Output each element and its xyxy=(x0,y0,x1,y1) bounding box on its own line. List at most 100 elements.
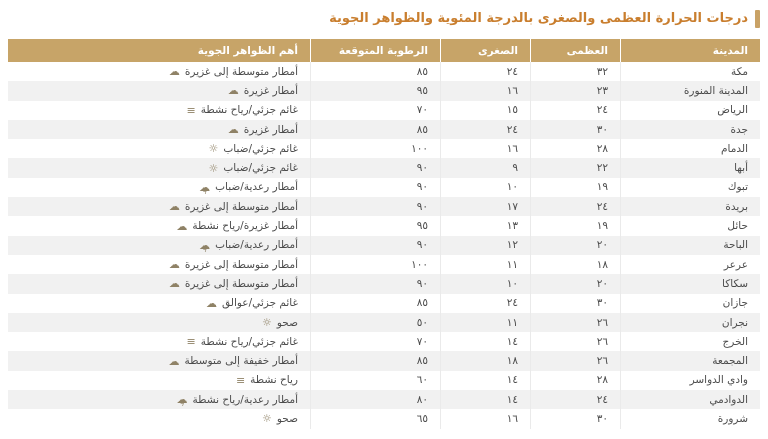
city-cell: المدينة المنورة xyxy=(620,81,760,101)
phenomena-cell-text: غائم جزئي/ضباب xyxy=(223,162,298,175)
max-temp-cell-text: ٢٢ xyxy=(596,162,608,175)
phenomena-cell: أمطار متوسطة إلى غزيرة ☁ xyxy=(8,197,310,216)
city-cell: جدة xyxy=(620,119,760,140)
humidity-cell: ٨٥ xyxy=(310,62,440,82)
table-body: مكة ٣٢ ٢٤ ٨٥ أمطار متوسطة إلى غزيرة ☁ المدينة … xyxy=(8,62,760,429)
phenomena-cell-text: أمطار رعدية/ضباب xyxy=(215,181,298,194)
table-header-row: المدينة العظمى الصغرى الرطوبة المتوقعة أ… xyxy=(8,39,760,62)
max-temp-cell-text: ٢٠ xyxy=(596,277,608,290)
max-temp-cell-text: ٢٦ xyxy=(596,316,608,329)
page-title: درجات الحرارة العظمى والصغرى بالدرجة الم… xyxy=(329,11,748,27)
humidity-cell-text: ٨٥ xyxy=(416,65,428,78)
phenomena-cell: أمطار غزيرة ☁ xyxy=(8,81,310,100)
min-temp-cell-text: ٩ xyxy=(512,162,518,175)
header-city: المدينة xyxy=(620,39,760,62)
humidity-cell: ٨٥ xyxy=(310,293,440,313)
humidity-cell: ٦٠ xyxy=(310,370,440,391)
table-row: نجران ٢٦ ١١ ٥٠ صحو ☼ xyxy=(8,312,760,333)
min-temp-cell-text: ١٦ xyxy=(506,412,518,425)
phenomena-cell-text: غائم جزئي/عوالق xyxy=(222,297,298,310)
min-temp-cell: ١٦ xyxy=(440,409,530,429)
min-temp-cell: ١٥ xyxy=(440,100,530,120)
city-cell: شرورة xyxy=(620,409,760,429)
phenomena-cell-text: أمطار متوسطة إلى غزيرة xyxy=(184,277,298,290)
sun-icon: ☼ xyxy=(208,161,219,175)
max-temp-cell-text: ١٩ xyxy=(596,181,608,194)
phenomena-cell-text: غائم جزئي/رياح نشطة xyxy=(200,335,298,348)
rain-cloud-icon: ☁ xyxy=(168,277,180,291)
max-temp-cell-text: ٣٢ xyxy=(596,65,608,78)
table-row: الباحة ٢٠ ١٢ ٩٠ أمطار رعدية/ضباب ☁ ϟ xyxy=(8,235,760,255)
city-cell: عرعر xyxy=(620,254,760,275)
humidity-cell-text: ٩٠ xyxy=(416,239,428,252)
wind-icon: ≡ xyxy=(186,335,196,349)
phenomena-cell: غائم جزئي/عوالق ☁ xyxy=(8,294,310,313)
max-temp-cell: ١٨ xyxy=(530,254,620,275)
city-cell: سكاكا xyxy=(620,274,760,294)
city-cell: الدوادمي xyxy=(620,390,760,410)
humidity-cell-text: ٩٠ xyxy=(416,162,428,175)
max-temp-cell: ٣٢ xyxy=(530,62,620,82)
humidity-cell-text: ٩٠ xyxy=(416,277,428,290)
humidity-cell-text: ٧٠ xyxy=(416,335,428,348)
phenomena-cell-text: أمطار غزيرة xyxy=(243,84,298,97)
phenomena-cell: غائم جزئي/ضباب ☼ xyxy=(8,139,310,158)
city-cell: تبوك xyxy=(620,177,760,198)
phenomena-cell: غائم جزئي/ضباب ☼ xyxy=(8,158,310,177)
max-temp-cell: ٢٠ xyxy=(530,235,620,255)
humidity-cell: ٨٥ xyxy=(310,119,440,140)
humidity-cell-text: ٦٠ xyxy=(416,374,428,387)
max-temp-cell: ٢٤ xyxy=(530,100,620,120)
humidity-cell-text: ٧٠ xyxy=(416,104,428,117)
max-temp-cell: ٣٠ xyxy=(530,293,620,313)
max-temp-cell: ٢٣ xyxy=(530,81,620,101)
dust-cloud-icon: ☁ xyxy=(206,296,217,310)
table-row: الخرج ٢٦ ١٤ ٧٠ غائم جزئي/رياح نشطة ≡ xyxy=(8,332,760,352)
header-phenomena: أهم الظواهر الجوية xyxy=(197,44,298,57)
max-temp-cell: ٣٠ xyxy=(530,409,620,429)
phenomena-cell-text: أمطار غزيرة xyxy=(243,123,298,136)
max-temp-cell: ١٩ xyxy=(530,177,620,198)
min-temp-cell-text: ٢٤ xyxy=(506,65,518,78)
max-temp-cell: ٢٤ xyxy=(530,197,620,217)
humidity-cell-text: ٥٠ xyxy=(416,316,428,329)
city-cell-text: تبوك xyxy=(727,181,748,194)
humidity-cell: ٥٠ xyxy=(310,312,440,333)
max-temp-cell-text: ٢٤ xyxy=(596,104,608,117)
city-cell: الخرج xyxy=(620,332,760,352)
phenomena-cell-text: غائم جزئي/ضباب xyxy=(223,142,298,155)
max-temp-cell: ٢٦ xyxy=(530,351,620,371)
humidity-cell: ٩٥ xyxy=(310,216,440,236)
max-temp-cell-text: ٢٤ xyxy=(596,200,608,213)
humidity-cell-text: ٨٥ xyxy=(416,123,428,136)
table-row: سكاكا ٢٠ ١٠ ٩٠ أمطار متوسطة إلى غزيرة ☁ xyxy=(8,274,760,294)
city-cell-text: الرياض xyxy=(717,104,748,117)
table-row: جدة ٣٠ ٢٤ ٨٥ أمطار غزيرة ☁ xyxy=(8,119,760,140)
thunder-cloud-icon: ☁ ϟ xyxy=(199,180,211,196)
city-cell-text: مكة xyxy=(730,65,748,78)
min-temp-cell-text: ١٥ xyxy=(506,104,518,117)
humidity-cell: ٩٠ xyxy=(310,274,440,294)
min-temp-cell: ١٤ xyxy=(440,390,530,410)
rain-cloud-icon: ☁ xyxy=(168,354,180,368)
min-temp-cell: ١١ xyxy=(440,312,530,333)
phenomena-cell-text: صحو xyxy=(276,412,298,425)
min-temp-cell: ٢٤ xyxy=(440,119,530,140)
header-max-temp: العظمى xyxy=(530,39,620,62)
max-temp-cell: ٣٠ xyxy=(530,119,620,140)
max-temp-cell-text: ٢٦ xyxy=(596,355,608,368)
humidity-cell: ٨٥ xyxy=(310,351,440,371)
sun-icon: ☼ xyxy=(262,412,272,426)
phenomena-cell: غائم جزئي/رياح نشطة ≡ xyxy=(8,332,310,351)
city-cell: أبها xyxy=(620,158,760,178)
min-temp-cell-text: ١١ xyxy=(506,316,518,329)
min-temp-cell-text: ١٤ xyxy=(506,374,518,387)
phenomena-cell: أمطار رعدية/ضباب ☁ ϟ xyxy=(8,178,310,197)
max-temp-cell-text: ٢٤ xyxy=(596,393,608,406)
table-row: أبها ٢٢ ٩ ٩٠ غائم جزئي/ضباب ☼ xyxy=(8,158,760,178)
max-temp-cell-text: ٢٨ xyxy=(596,142,608,155)
max-temp-cell: ٢٦ xyxy=(530,332,620,352)
max-temp-cell-text: ٢٨ xyxy=(596,374,608,387)
city-cell-text: المجمعة xyxy=(712,355,748,368)
city-cell-text: جدة xyxy=(730,123,748,136)
